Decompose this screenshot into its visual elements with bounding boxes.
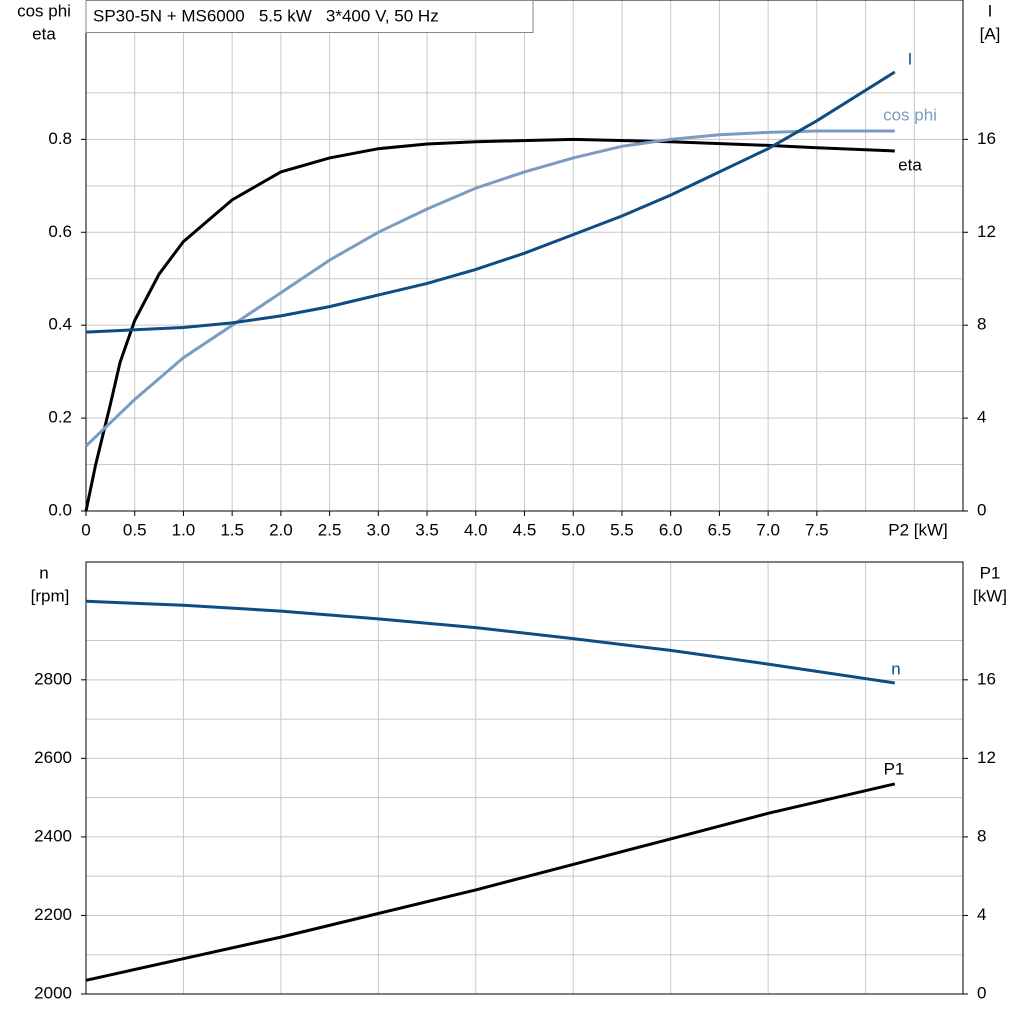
y-tick-label: 2400 — [34, 826, 72, 845]
x-tick-label: 0.5 — [123, 520, 147, 539]
y-tick-label: 0.6 — [48, 222, 72, 241]
chart-title: SP30-5N + MS6000 5.5 kW 3*400 V, 50 Hz — [93, 6, 439, 25]
x-tick-label: 6.0 — [659, 520, 683, 539]
x-tick-label: 1.5 — [220, 520, 244, 539]
title-box — [85, 0, 534, 33]
y-tick-label: 0.4 — [48, 315, 72, 334]
y2-axis-label: [kW] — [973, 586, 1007, 605]
y-tick-label: 0.8 — [48, 129, 72, 148]
x-tick-label: 7.5 — [805, 520, 829, 539]
x-tick-label: 3.0 — [367, 520, 391, 539]
series-label: I — [908, 49, 913, 68]
x-tick-label: 3.5 — [415, 520, 439, 539]
y-axis-label: eta — [32, 24, 56, 43]
series-label: cos phi — [883, 105, 937, 124]
y2-tick-label: 4 — [977, 408, 986, 427]
y2-tick-label: 12 — [977, 222, 996, 241]
y2-tick-label: 0 — [977, 500, 986, 519]
series-line — [85, 70, 896, 334]
y-tick-label: 0.0 — [48, 500, 72, 519]
y-tick-label: 2200 — [34, 905, 72, 924]
y2-tick-label: 12 — [977, 748, 996, 767]
x-tick-label: 1.0 — [172, 520, 196, 539]
y-tick-label: 0.2 — [48, 408, 72, 427]
y2-axis-label: P1 — [980, 563, 1001, 582]
y2-tick-label: 16 — [977, 129, 996, 148]
y2-tick-label: 4 — [977, 905, 986, 924]
x-tick-label: 4.0 — [464, 520, 488, 539]
series-line — [84, 129, 895, 448]
x-tick-label: 6.5 — [708, 520, 732, 539]
y-tick-label: 2000 — [34, 983, 72, 1002]
x-tick-label: 0 — [81, 520, 90, 539]
y-axis-label: cos phi — [17, 1, 71, 20]
series-label: n — [891, 659, 900, 678]
series-line — [85, 782, 896, 982]
y2-tick-label: 8 — [977, 315, 986, 334]
y-tick-label: 2600 — [34, 748, 72, 767]
y-tick-label: 2800 — [34, 669, 72, 688]
y2-tick-label: 0 — [977, 983, 986, 1002]
y2-axis-label: I — [988, 1, 993, 20]
x-tick-label: 5.5 — [610, 520, 634, 539]
series-line — [85, 599, 896, 685]
y2-axis-label: [A] — [980, 24, 1001, 43]
x-tick-label: 5.0 — [561, 520, 585, 539]
x-tick-label: 7.0 — [756, 520, 780, 539]
plot-frame — [85, 561, 964, 995]
x-axis-label: P2 [kW] — [888, 520, 948, 539]
x-tick-label: 4.5 — [513, 520, 537, 539]
x-tick-label: 2.0 — [269, 520, 293, 539]
y2-tick-label: 8 — [977, 826, 986, 845]
y-axis-label: [rpm] — [31, 586, 70, 605]
x-tick-label: 2.5 — [318, 520, 342, 539]
series-label: eta — [898, 155, 922, 174]
series-line — [84, 137, 895, 512]
y2-tick-label: 16 — [977, 669, 996, 688]
series-label: P1 — [884, 759, 905, 778]
y-axis-label: n — [39, 563, 48, 582]
